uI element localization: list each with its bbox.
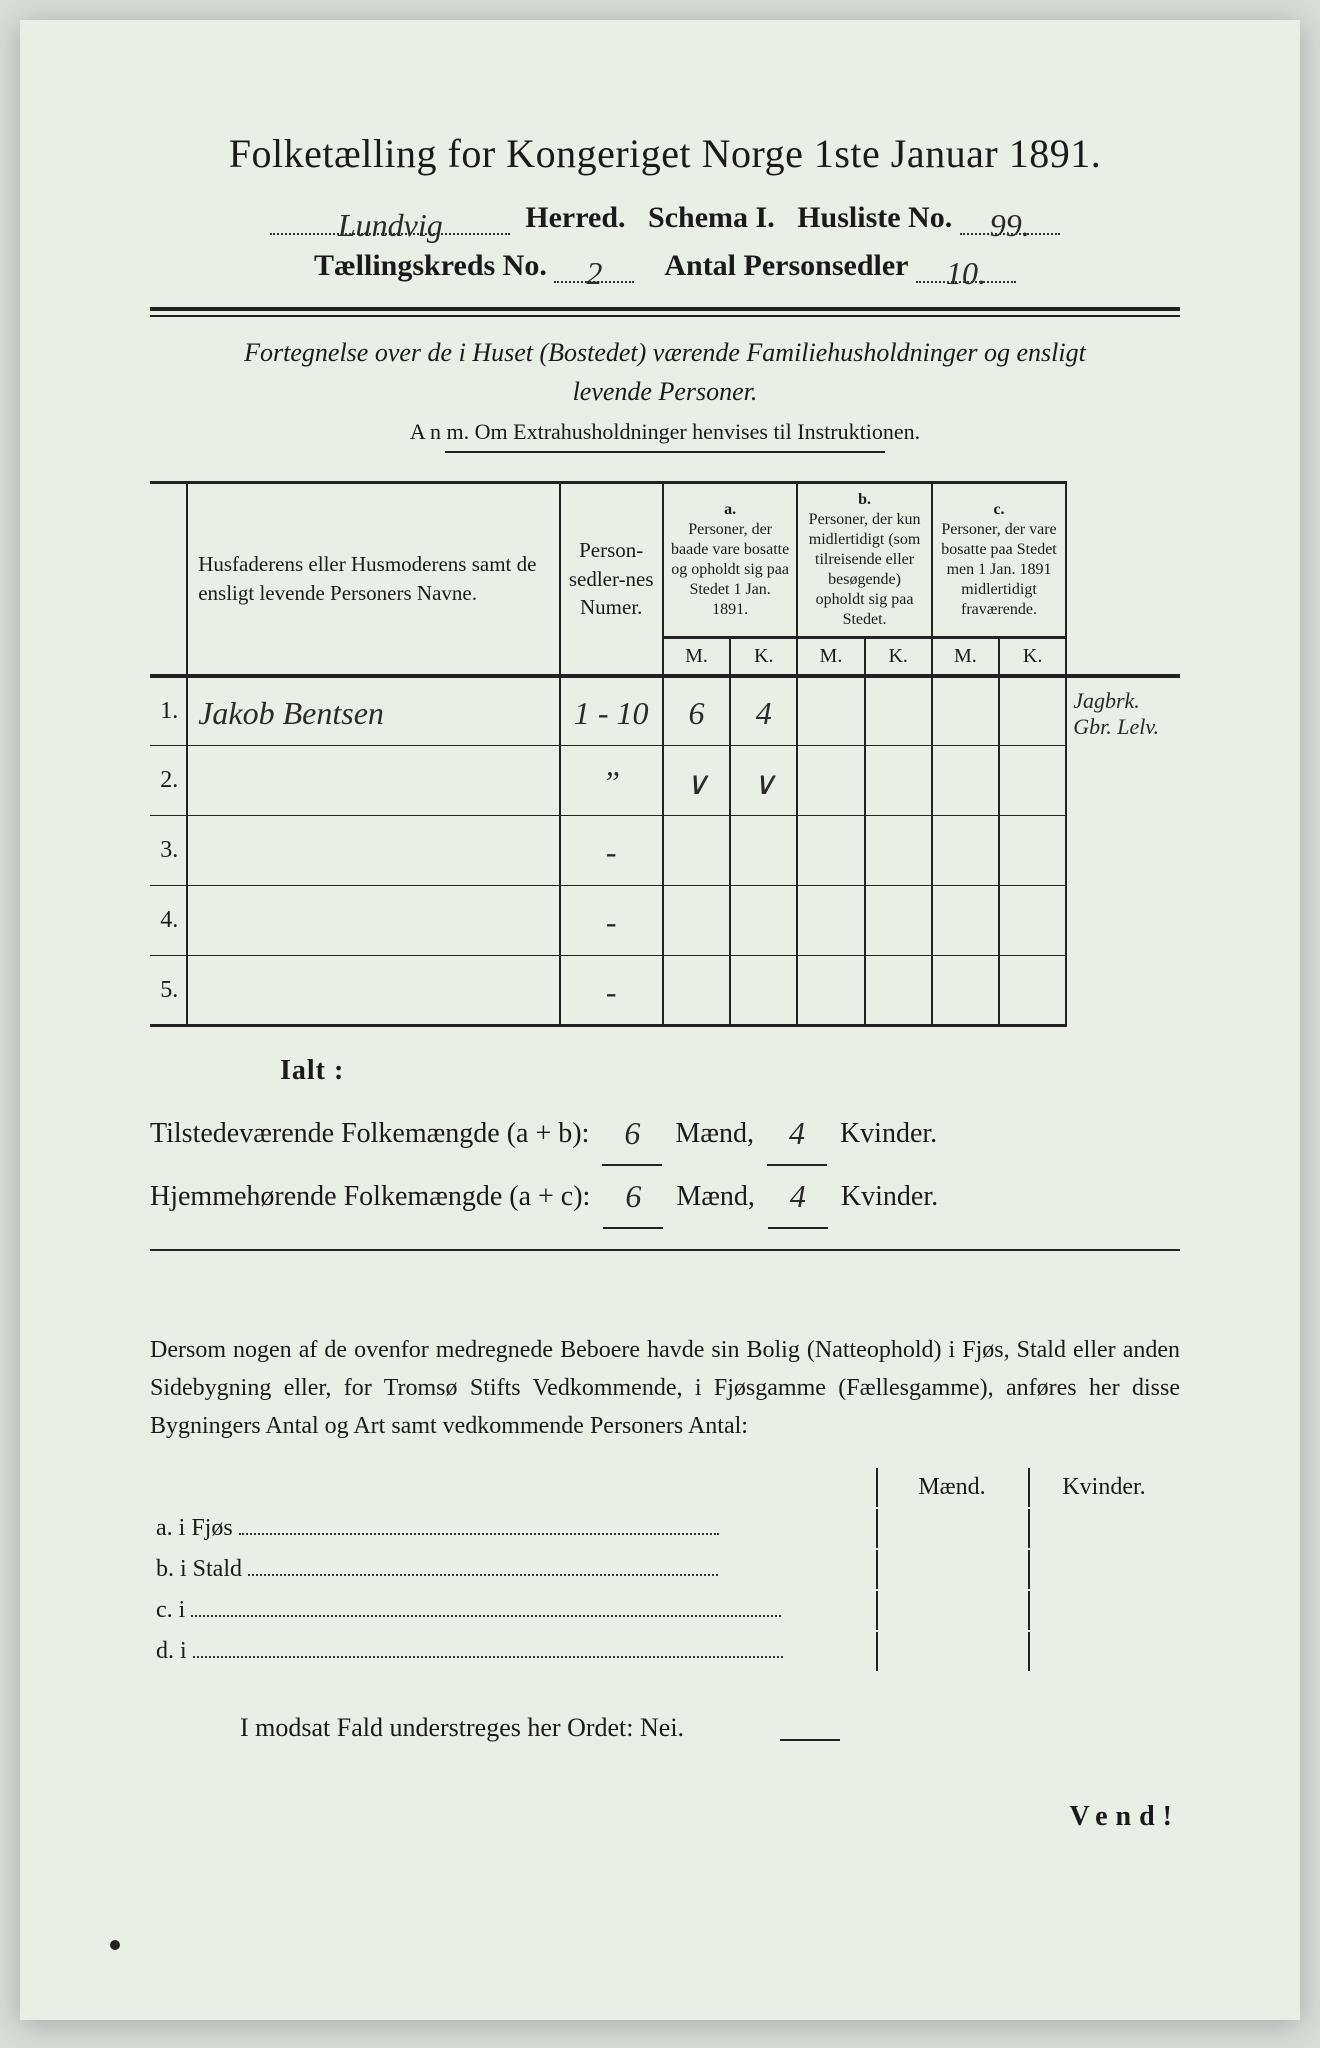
subtitle: Fortegnelse over de i Huset (Bostedet) v… (150, 333, 1180, 411)
census-table: Husfaderens eller Husmoderens samt de en… (150, 481, 1180, 1027)
col-b-top: b.Personer, der kun midlertidigt (som ti… (797, 483, 931, 638)
col-names: Husfaderens eller Husmoderens samt de en… (187, 483, 559, 676)
closing-line: I modsat Fald understreges her Ordet: Ne… (150, 1713, 1180, 1743)
divider-single (150, 315, 1180, 317)
vend-label: Vend! (150, 1801, 1180, 1833)
sum-home: Hjemmehørende Folkemængde (a + c): 6 Mæn… (150, 1164, 1180, 1227)
page-title: Folketælling for Kongeriget Norge 1ste J… (150, 130, 1180, 177)
col-maend: Mænd. (876, 1468, 1026, 1507)
herred-label: Herred. (525, 201, 625, 234)
table-row: 4.- (150, 886, 1180, 956)
col-a-top: a.Personer, der baade vare bosatte og op… (663, 483, 797, 638)
husliste-label: Husliste No. (797, 201, 952, 234)
header-line-1: Lundvig Herred. Schema I. Husliste No. 9… (150, 201, 1180, 235)
divider-short (445, 451, 885, 453)
ink-spot (110, 1940, 120, 1950)
census-form-page: Folketælling for Kongeriget Norge 1ste J… (20, 20, 1300, 2020)
row-c: c. i (152, 1591, 1178, 1630)
herred-field: Lundvig (270, 205, 510, 235)
kreds-label: Tællingskreds No. (314, 249, 547, 282)
underline-nei (780, 1739, 840, 1741)
kreds-field: 2 (554, 253, 634, 283)
outbuilding-table: Mænd. Kvinder. a. i Fjøs b. i Stald c. i… (150, 1466, 1180, 1673)
ialt-label: Ialt : (150, 1055, 1180, 1087)
antal-label: Antal Personsedler (664, 249, 908, 282)
header-line-2: Tællingskreds No. 2 Antal Personsedler 1… (150, 249, 1180, 283)
col-kvinder: Kvinder. (1028, 1468, 1178, 1507)
sum-lines: Tilstedeværende Folkemængde (a + b): 6 M… (150, 1101, 1180, 1227)
col-c-top: c.Personer, der vare bosatte paa Stedet … (932, 483, 1066, 638)
row-stald: b. i Stald (152, 1550, 1178, 1589)
husliste-field: 99. (960, 205, 1060, 235)
sum-present: Tilstedeværende Folkemængde (a + b): 6 M… (150, 1101, 1180, 1164)
antal-field: 10. (916, 253, 1016, 283)
anm-note: A n m. Om Extrahusholdninger henvises ti… (150, 419, 1180, 445)
divider (150, 1249, 1180, 1251)
outbuilding-paragraph: Dersom nogen af de ovenfor medregnede Be… (150, 1331, 1180, 1446)
row-d: d. i (152, 1632, 1178, 1671)
col-nums: Person-sedler-nes Numer. (560, 483, 663, 676)
divider-double (150, 307, 1180, 311)
table-row: 1.Jakob Bentsen1 - 1064Jagbrk. Gbr. Lelv… (150, 676, 1180, 746)
row-fjos: a. i Fjøs (152, 1509, 1178, 1548)
table-row: 3.- (150, 816, 1180, 886)
table-row: 5.- (150, 956, 1180, 1026)
table-row: 2.”∨∨ (150, 746, 1180, 816)
schema-label: Schema I. (648, 201, 775, 234)
